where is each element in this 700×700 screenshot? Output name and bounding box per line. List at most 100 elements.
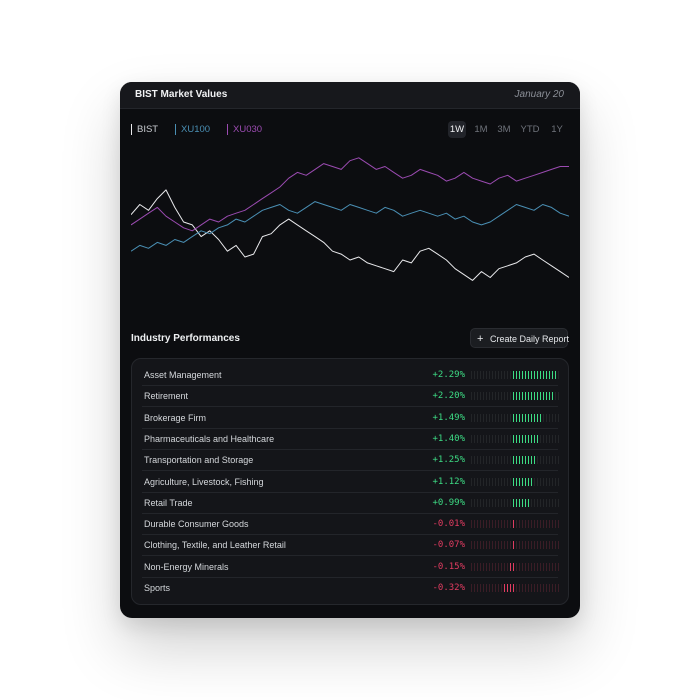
industry-row[interactable]: Durable Consumer Goods -0.01%: [142, 514, 561, 536]
bar-segment: [546, 392, 548, 401]
bar-segment: [495, 498, 497, 507]
performance-bar: [471, 520, 561, 529]
bar-segment: [483, 371, 485, 379]
bar-segment: [537, 456, 539, 465]
bar-segment: [537, 520, 539, 529]
bar-segment: [498, 477, 500, 486]
bar-segment: [504, 562, 506, 571]
bar-segment: [522, 498, 524, 507]
bar-segment: [480, 520, 482, 529]
bar-segment: [546, 371, 548, 379]
create-daily-report-label: Create Daily Report: [490, 334, 570, 344]
bar-segment: [495, 371, 497, 379]
legend-item-xu030[interactable]: XU030: [227, 124, 262, 135]
bar-segment: [552, 477, 554, 486]
industry-row[interactable]: Pharmaceuticals and Healthcare +1.40%: [142, 429, 560, 450]
legend-item-xu100[interactable]: XU100: [175, 124, 210, 135]
bar-segment: [558, 498, 560, 507]
industry-row[interactable]: Non-Energy Minerals -0.15%: [142, 557, 561, 578]
bar-segment: [552, 562, 554, 571]
bar-segment: [513, 371, 515, 379]
bar-segment: [543, 584, 545, 592]
bar-segment: [510, 584, 512, 592]
performance-bar: [471, 584, 561, 592]
range-button-1y[interactable]: 1Y: [551, 124, 563, 135]
bar-segment: [492, 456, 494, 465]
bar-segment: [540, 584, 542, 592]
bar-segment: [507, 520, 509, 529]
industry-row[interactable]: Sports -0.32%: [142, 578, 561, 599]
legend-item-bist[interactable]: BIST: [131, 124, 158, 135]
bar-segment: [528, 371, 530, 379]
bar-segment: [519, 413, 521, 422]
bar-segment: [546, 520, 548, 529]
bar-segment: [477, 371, 479, 379]
range-button-3m[interactable]: 3M: [497, 124, 511, 135]
bar-segment: [531, 434, 533, 443]
bar-segment: [531, 371, 533, 379]
bar-segment: [504, 477, 506, 486]
bar-segment: [543, 434, 545, 443]
bar-segment: [486, 498, 488, 507]
create-daily-report-button[interactable]: + Create Daily Report: [470, 328, 570, 348]
bar-segment: [543, 392, 545, 401]
bar-segment: [504, 392, 506, 401]
bar-segment: [483, 520, 485, 529]
bar-segment: [477, 392, 479, 401]
industry-name: Transportation and Storage: [144, 455, 254, 466]
bar-segment: [486, 434, 488, 443]
bar-segment: [552, 520, 554, 529]
bar-segment: [516, 584, 518, 592]
bar-segment: [549, 456, 551, 465]
bar-segment: [498, 456, 500, 465]
bar-segment: [513, 392, 515, 401]
industry-row[interactable]: Clothing, Textile, and Leather Retail -0.…: [142, 535, 560, 557]
bar-segment: [534, 584, 536, 592]
industry-row[interactable]: Brokerage Firm +1.49%: [142, 408, 560, 429]
bar-segment: [498, 520, 500, 529]
bar-segment: [504, 541, 506, 550]
bar-segment: [498, 541, 500, 550]
bar-segment: [513, 498, 515, 507]
bar-segment: [474, 456, 476, 465]
range-button-ytd[interactable]: YTD: [520, 124, 540, 135]
industry-row[interactable]: Retirement +2.20%: [142, 386, 561, 408]
bar-segment: [507, 584, 509, 592]
bar-segment: [483, 456, 485, 465]
bar-segment: [498, 584, 500, 592]
bar-segment: [555, 413, 557, 422]
range-button-1w[interactable]: 1W: [448, 121, 466, 138]
bar-segment: [489, 477, 491, 486]
bar-segment: [492, 413, 494, 422]
industry-row[interactable]: Agriculture, Livestock, Fishing +1.12%: [142, 472, 560, 493]
bar-segment: [525, 392, 527, 401]
industry-row[interactable]: Asset Management +2.29%: [142, 365, 560, 386]
bar-segment: [546, 477, 548, 486]
bar-segment: [525, 371, 527, 379]
bar-segment: [471, 371, 473, 379]
bar-segment: [477, 456, 479, 465]
bar-segment: [555, 371, 557, 379]
bar-segment: [552, 434, 554, 443]
bar-segment: [543, 520, 545, 529]
industry-row[interactable]: Transportation and Storage +1.25%: [142, 450, 560, 472]
bar-segment: [516, 371, 518, 379]
bar-segment: [480, 562, 482, 571]
bar-segment: [471, 584, 473, 592]
bar-segment: [558, 520, 560, 529]
bar-segment: [477, 584, 479, 592]
industry-change: +2.20%: [432, 391, 465, 402]
bar-segment: [525, 456, 527, 465]
bar-segment: [486, 541, 488, 550]
industry-row[interactable]: Retail Trade +0.99%: [142, 493, 560, 514]
bar-segment: [504, 520, 506, 529]
bar-segment: [486, 456, 488, 465]
range-button-1m[interactable]: 1M: [474, 124, 488, 135]
bar-segment: [471, 498, 473, 507]
industry-name: Brokerage Firm: [144, 412, 207, 423]
bar-segment: [519, 520, 521, 529]
performance-bar: [471, 392, 561, 401]
bar-segment: [483, 392, 485, 401]
bar-segment: [540, 413, 542, 422]
performance-bar: [471, 562, 561, 571]
